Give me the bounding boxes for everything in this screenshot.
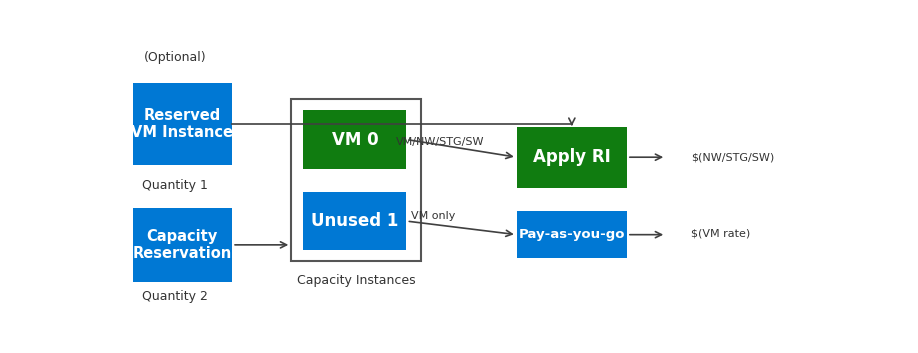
- FancyBboxPatch shape: [291, 100, 420, 261]
- Text: Pay-as-you-go: Pay-as-you-go: [519, 228, 625, 241]
- FancyBboxPatch shape: [517, 127, 627, 188]
- FancyBboxPatch shape: [132, 208, 232, 282]
- FancyBboxPatch shape: [517, 211, 627, 258]
- Text: Capacity
Reservation: Capacity Reservation: [133, 229, 232, 261]
- Text: Apply RI: Apply RI: [533, 148, 610, 166]
- Text: Capacity Instances: Capacity Instances: [297, 274, 415, 287]
- Text: VM 0: VM 0: [331, 131, 378, 149]
- Text: Quantity 1: Quantity 1: [142, 179, 208, 192]
- Text: $(VM rate): $(VM rate): [691, 229, 750, 239]
- Text: Unused 1: Unused 1: [311, 212, 398, 230]
- FancyBboxPatch shape: [303, 192, 407, 250]
- FancyBboxPatch shape: [303, 110, 407, 169]
- Text: Reserved
VM Instance: Reserved VM Instance: [131, 108, 233, 140]
- Text: VM/NW/STG/SW: VM/NW/STG/SW: [397, 137, 485, 146]
- Text: Quantity 2: Quantity 2: [142, 290, 208, 303]
- Text: (Optional): (Optional): [144, 51, 207, 64]
- FancyBboxPatch shape: [132, 83, 232, 164]
- Text: VM only: VM only: [411, 211, 455, 221]
- Text: $(NW/STG/SW): $(NW/STG/SW): [691, 152, 774, 162]
